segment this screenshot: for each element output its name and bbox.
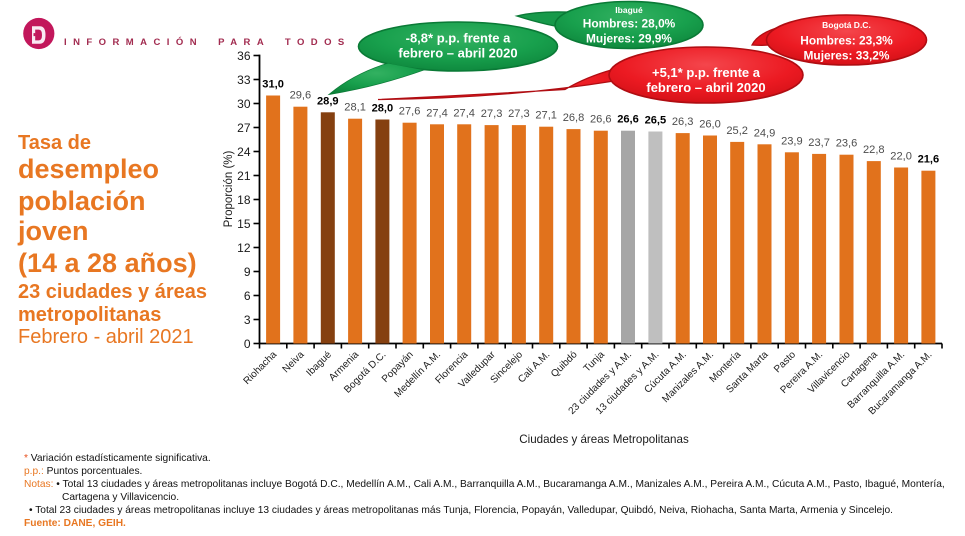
svg-text:Proporción (%): Proporción (%) (223, 150, 235, 227)
svg-text:26,5: 26,5 (645, 115, 667, 127)
svg-text:febrero – abril 2020: febrero – abril 2020 (398, 46, 517, 61)
svg-text:36: 36 (237, 49, 251, 63)
svg-text:27,4: 27,4 (426, 107, 448, 119)
svg-text:Ibagué: Ibagué (615, 5, 643, 15)
svg-text:26,8: 26,8 (563, 112, 585, 124)
svg-text:Mujeres: 29,9%: Mujeres: 29,9% (586, 32, 672, 46)
svg-text:24: 24 (237, 145, 251, 159)
svg-text:23,6: 23,6 (836, 138, 858, 150)
svg-text:23,9: 23,9 (781, 135, 803, 147)
svg-text:24,9: 24,9 (754, 127, 776, 139)
svg-text:Tunja: Tunja (582, 349, 608, 375)
svg-text:21: 21 (237, 169, 251, 183)
svg-text:26,6: 26,6 (617, 114, 639, 126)
svg-text:Riohacha: Riohacha (242, 349, 280, 387)
svg-text:Ciudades y áreas Metropolitana: Ciudades y áreas Metropolitanas (519, 433, 689, 446)
svg-text:27,3: 27,3 (508, 108, 530, 120)
svg-text:28,1: 28,1 (344, 102, 366, 114)
svg-text:+5,1* p.p. frente a: +5,1* p.p. frente a (652, 65, 761, 80)
svg-text:30: 30 (237, 97, 251, 111)
svg-text:0: 0 (244, 337, 251, 351)
svg-text:29,6: 29,6 (290, 90, 312, 102)
svg-text:15: 15 (237, 217, 251, 231)
svg-text:Bogotá D.C.: Bogotá D.C. (822, 20, 871, 30)
svg-text:Neiva: Neiva (281, 349, 307, 375)
svg-text:27: 27 (237, 121, 251, 135)
svg-text:28,9: 28,9 (317, 95, 339, 107)
svg-text:28,0: 28,0 (372, 103, 394, 115)
svg-text:25,2: 25,2 (726, 125, 748, 137)
svg-text:febrero – abril 2020: febrero – abril 2020 (646, 80, 765, 95)
svg-text:22,8: 22,8 (863, 144, 885, 156)
svg-text:27,1: 27,1 (535, 110, 557, 122)
svg-text:27,4: 27,4 (453, 107, 475, 119)
svg-text:22,0: 22,0 (890, 151, 912, 163)
svg-text:21,6: 21,6 (918, 154, 940, 166)
svg-text:Hombres: 23,3%: Hombres: 23,3% (800, 34, 893, 48)
svg-text:18: 18 (237, 193, 251, 207)
svg-text:26,0: 26,0 (699, 119, 721, 131)
svg-text:9: 9 (244, 265, 251, 279)
svg-text:Quibdó: Quibdó (549, 349, 580, 380)
svg-text:12: 12 (237, 241, 251, 255)
svg-text:27,6: 27,6 (399, 106, 421, 118)
svg-text:-8,8* p.p. frente a: -8,8* p.p. frente a (406, 31, 512, 46)
svg-text:Hombres: 28,0%: Hombres: 28,0% (583, 17, 676, 31)
svg-text:27,3: 27,3 (481, 108, 503, 120)
svg-text:Mujeres: 33,2%: Mujeres: 33,2% (804, 49, 890, 63)
svg-text:31,0: 31,0 (262, 79, 284, 91)
svg-text:33: 33 (237, 73, 251, 87)
svg-text:6: 6 (244, 289, 251, 303)
svg-text:26,3: 26,3 (672, 116, 694, 128)
svg-text:23,7: 23,7 (808, 137, 830, 149)
svg-text:3: 3 (244, 313, 251, 327)
svg-text:26,6: 26,6 (590, 114, 612, 126)
